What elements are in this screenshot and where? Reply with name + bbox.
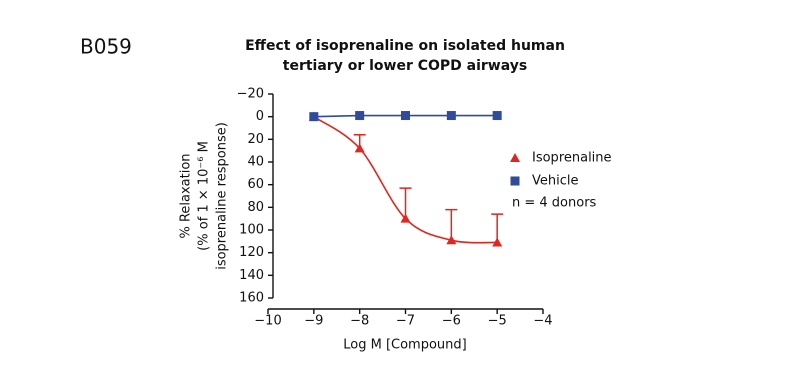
- y-axis-label: % Relaxation (% of 1 × 10⁻⁶ M isoprenali…: [179, 122, 230, 270]
- series-line: [313, 116, 498, 244]
- legend-marker: [510, 176, 520, 186]
- y-tick-label: 120: [239, 245, 264, 260]
- y-tick-label: 40: [247, 155, 264, 170]
- x-tick-label: −10: [254, 314, 281, 329]
- y-tick-label: 0: [256, 109, 264, 124]
- marker: [309, 112, 319, 122]
- chart-title: Effect of isoprenaline on isolated human: [245, 38, 565, 54]
- marker: [354, 143, 365, 153]
- chart-title: tertiary or lower COPD airways: [283, 58, 527, 74]
- y-axis-label-line: (% of 1 × 10⁻⁶ M: [197, 141, 212, 251]
- annotation: n = 4 donors: [512, 196, 597, 211]
- y-tick-label: 80: [247, 200, 264, 215]
- x-axis-label: Log M [Compound]: [343, 338, 466, 353]
- marker: [492, 111, 502, 121]
- x-tick-label: −6: [442, 314, 461, 329]
- x-tick-label: −9: [304, 314, 323, 329]
- x-tick-label: −8: [350, 314, 369, 329]
- y-tick-label: 60: [247, 177, 264, 192]
- error-bar: [445, 208, 458, 241]
- marker: [355, 111, 365, 121]
- marker: [446, 235, 457, 245]
- marker: [492, 237, 503, 247]
- y-axis-label-line: % Relaxation: [179, 153, 194, 238]
- panel-label: B059: [80, 35, 132, 59]
- x-tick-label: −7: [396, 314, 415, 329]
- marker: [446, 111, 456, 121]
- y-axis-label-line: isoprenaline response): [215, 122, 230, 270]
- x-tick-label: −4: [533, 314, 552, 329]
- marker: [400, 213, 411, 223]
- legend-marker: [510, 153, 520, 162]
- legend-label: Vehicle: [532, 174, 579, 189]
- y-tick-label: 20: [247, 132, 264, 147]
- y-tick-label: 100: [239, 223, 264, 238]
- marker: [401, 111, 410, 121]
- legend-label: Isoprenaline: [532, 151, 612, 166]
- x-tick-label: −5: [488, 314, 507, 329]
- y-tick-label: 140: [239, 268, 264, 283]
- error-bar: [399, 187, 412, 219]
- y-tick-label: −20: [237, 87, 264, 102]
- y-tick-label: 160: [239, 291, 264, 306]
